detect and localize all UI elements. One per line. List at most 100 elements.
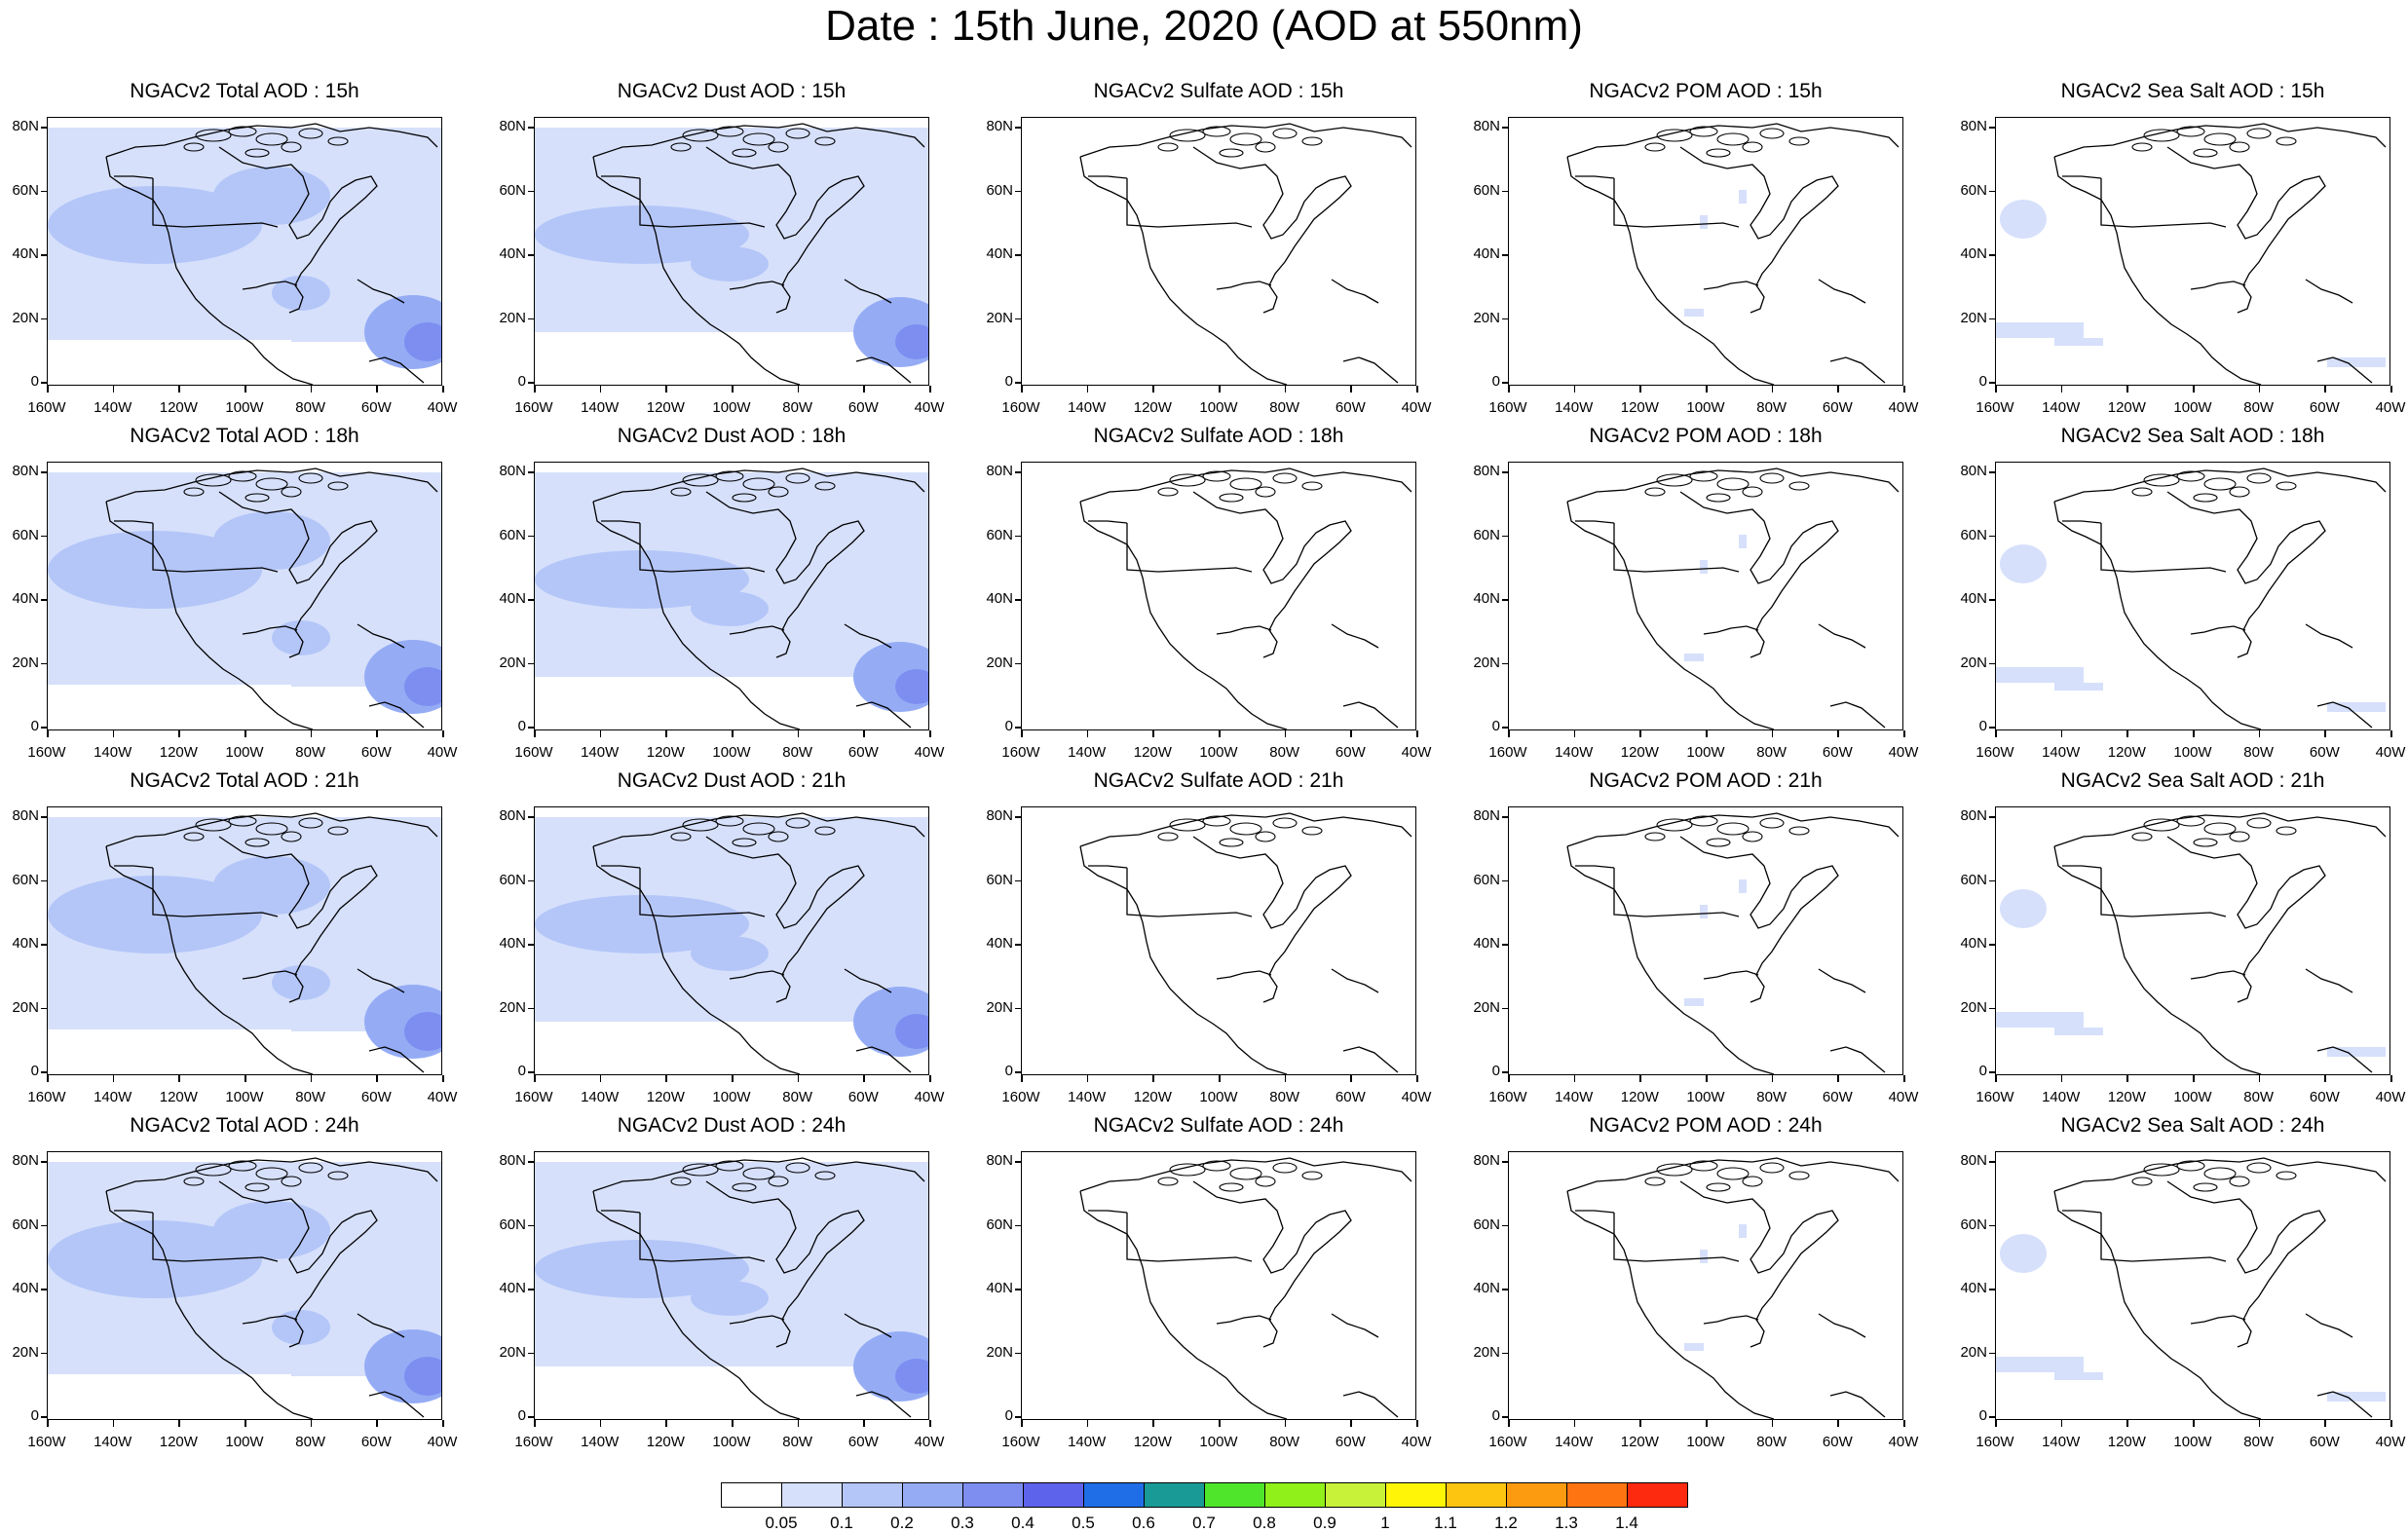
aerosol-field-region — [2054, 683, 2103, 691]
coastline — [1566, 845, 1775, 1074]
lon-tick — [376, 1420, 378, 1427]
island-outline — [1272, 817, 1298, 829]
lat-tick-label: 40N — [1960, 1280, 1987, 1296]
lon-tick — [2126, 1420, 2128, 1427]
lat-tick-label: 60N — [1960, 181, 1987, 199]
lat-tick — [1502, 535, 1508, 537]
lon-tick-label: 100W — [2173, 1434, 2212, 1450]
coastline — [1331, 968, 1379, 993]
island-outline — [1644, 1177, 1666, 1186]
lat-tick-label: 20N — [1473, 309, 1500, 326]
coastline — [2062, 865, 2102, 869]
island-outline — [327, 136, 349, 146]
aerosol-field-region — [1684, 998, 1704, 1006]
lat-tick-label: 0 — [30, 373, 39, 390]
coastline — [1575, 175, 1615, 179]
lon-tick — [599, 730, 602, 737]
island-outline — [768, 1176, 789, 1187]
lat-tick-label: 40N — [1960, 590, 1987, 607]
coastline — [218, 146, 378, 314]
lon-tick — [797, 386, 800, 393]
aerosol-field-region — [404, 322, 441, 361]
lat-tick-label: 60N — [1960, 871, 1987, 888]
map-plot-area — [1995, 462, 2390, 730]
lon-tick — [1416, 730, 1418, 737]
lat-tick-label: 20N — [12, 309, 39, 326]
lat-tick — [41, 727, 47, 729]
coastline — [1088, 1210, 1128, 1214]
coastline — [592, 1190, 801, 1419]
lon-tick — [1837, 1075, 1839, 1082]
island-outline — [1644, 832, 1666, 841]
lon-tick-label: 120W — [646, 399, 685, 416]
colorbar-swatch — [1446, 1482, 1507, 1508]
map-plot-area — [1508, 117, 1903, 386]
lon-tick — [112, 1420, 115, 1427]
lat-tick-label: 20N — [1473, 998, 1500, 1016]
island-outline — [183, 1177, 205, 1186]
aerosol-field-region — [535, 1368, 827, 1419]
lat-tick-label: 20N — [12, 998, 39, 1016]
lat-tick-label: 20N — [1473, 1343, 1500, 1361]
lon-tick — [1284, 1075, 1287, 1082]
lat-tick-label: 80N — [499, 1152, 526, 1169]
lon-tick-label: 100W — [2173, 744, 2212, 761]
lat-tick — [1502, 127, 1508, 129]
coastline — [1829, 1046, 1886, 1073]
island-outline — [1202, 815, 1231, 827]
lat-tick — [1502, 1224, 1508, 1226]
aerosol-field-region — [1739, 535, 1747, 548]
island-outline — [1788, 481, 1810, 491]
island-outline — [1759, 472, 1785, 484]
lat-tick — [1502, 944, 1508, 946]
aerosol-field-region — [213, 856, 330, 915]
aerosol-field-region — [1996, 667, 2084, 683]
lat-tick — [528, 1224, 534, 1226]
lon-tick — [2060, 386, 2063, 393]
coastline — [368, 701, 425, 729]
lon-tick-label: 60W — [1335, 744, 1366, 761]
lat-tick — [528, 382, 534, 384]
lon-tick — [1706, 730, 1708, 737]
colorbar-swatch — [1144, 1482, 1205, 1508]
lon-tick-label: 40W — [2375, 744, 2406, 761]
lat-tick-label: 0 — [1491, 1407, 1500, 1424]
lat-tick-label: 20N — [499, 998, 526, 1016]
island-outline — [183, 487, 205, 497]
island-outline — [1656, 129, 1693, 142]
lat-tick — [528, 1007, 534, 1009]
island-outline — [682, 473, 719, 487]
island-outline — [785, 472, 810, 484]
panel-title: NGACv2 Sea Salt AOD : 18h — [2060, 425, 2325, 447]
island-outline — [1202, 1160, 1231, 1172]
island-outline — [1229, 822, 1262, 836]
lon-tick-label: 100W — [712, 1089, 751, 1105]
island-outline — [1706, 1182, 1731, 1192]
lon-tick — [1837, 1420, 1839, 1427]
island-outline — [298, 1162, 323, 1174]
lon-tick-label: 80W — [2243, 399, 2275, 416]
island-outline — [1229, 132, 1262, 146]
lon-tick-label: 140W — [1068, 399, 1107, 416]
coastline — [1679, 491, 1839, 658]
coastline — [2305, 968, 2353, 993]
lat-tick-label: 20N — [499, 309, 526, 326]
coastline — [1079, 845, 1288, 1074]
lat-tick-label: 0 — [1004, 1407, 1013, 1424]
island-outline — [2143, 129, 2180, 142]
aerosol-field-region — [1739, 1224, 1747, 1238]
lon-tick — [1219, 1075, 1221, 1082]
lat-tick — [528, 599, 534, 601]
lat-tick — [1015, 471, 1021, 473]
lon-tick-label: 140W — [2042, 1434, 2081, 1450]
lat-tick — [1989, 471, 1995, 473]
coastline — [2166, 146, 2326, 314]
lat-tick — [41, 127, 47, 129]
island-outline — [715, 1160, 744, 1172]
lon-tick-label: 40W — [427, 1089, 458, 1105]
lon-tick-label: 80W — [1269, 744, 1300, 761]
lon-tick — [1416, 1420, 1418, 1427]
lon-tick — [245, 386, 246, 393]
lon-tick-label: 40W — [2375, 399, 2406, 416]
colorbar-swatch — [781, 1482, 843, 1508]
